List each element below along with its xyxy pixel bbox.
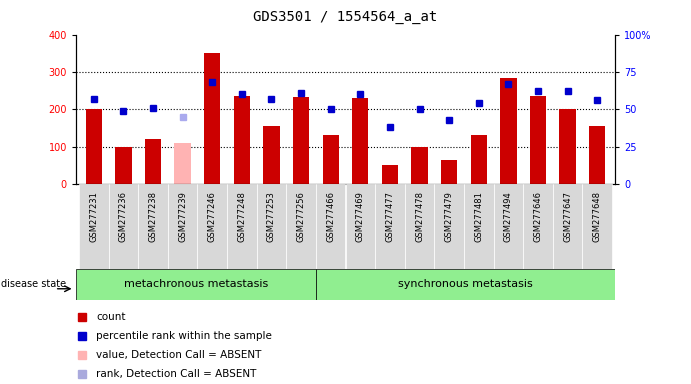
Bar	[145, 139, 161, 184]
Bar	[86, 109, 102, 184]
Text: GSM277481: GSM277481	[474, 191, 483, 242]
Bar	[286, 184, 316, 269]
Bar	[204, 53, 220, 184]
Bar	[530, 96, 546, 184]
Text: GSM277478: GSM277478	[415, 191, 424, 242]
Bar	[381, 165, 398, 184]
Text: GSM277646: GSM277646	[533, 191, 542, 242]
Bar	[583, 184, 612, 269]
Text: percentile rank within the sample: percentile rank within the sample	[97, 331, 272, 341]
Text: GSM277238: GSM277238	[149, 191, 158, 242]
Text: GSM277246: GSM277246	[208, 191, 217, 242]
Bar	[441, 160, 457, 184]
Bar	[198, 184, 227, 269]
Text: count: count	[97, 312, 126, 322]
Text: GSM277477: GSM277477	[386, 191, 395, 242]
Bar	[293, 98, 309, 184]
Bar	[553, 184, 583, 269]
Bar	[234, 96, 250, 184]
Text: GSM277648: GSM277648	[593, 191, 602, 242]
Bar	[523, 184, 553, 269]
Bar	[227, 184, 256, 269]
Text: GSM277479: GSM277479	[444, 191, 454, 242]
Text: GSM277248: GSM277248	[237, 191, 247, 242]
Bar	[493, 184, 523, 269]
Bar	[316, 184, 346, 269]
Bar	[174, 143, 191, 184]
Bar	[435, 184, 464, 269]
Text: GSM277466: GSM277466	[326, 191, 335, 242]
Bar	[263, 126, 280, 184]
Bar	[316, 269, 615, 300]
Bar	[352, 98, 368, 184]
Bar	[256, 184, 286, 269]
Bar	[411, 147, 428, 184]
Bar	[375, 184, 405, 269]
Text: metachronous metastasis: metachronous metastasis	[124, 279, 268, 289]
Text: GSM277256: GSM277256	[296, 191, 305, 242]
Bar	[108, 184, 138, 269]
Bar	[115, 147, 131, 184]
Text: rank, Detection Call = ABSENT: rank, Detection Call = ABSENT	[97, 369, 257, 379]
Bar	[138, 184, 168, 269]
Bar	[471, 135, 487, 184]
Bar	[500, 78, 516, 184]
Text: GSM277236: GSM277236	[119, 191, 128, 242]
Text: value, Detection Call = ABSENT: value, Detection Call = ABSENT	[97, 350, 262, 360]
Bar	[589, 126, 605, 184]
Text: synchronous metastasis: synchronous metastasis	[398, 279, 533, 289]
Text: disease state: disease state	[1, 279, 66, 289]
Bar	[79, 184, 108, 269]
Bar	[76, 269, 316, 300]
Bar	[464, 184, 493, 269]
Text: GSM277239: GSM277239	[178, 191, 187, 242]
Text: GSM277469: GSM277469	[356, 191, 365, 242]
Text: GDS3501 / 1554564_a_at: GDS3501 / 1554564_a_at	[254, 10, 437, 23]
Text: GSM277253: GSM277253	[267, 191, 276, 242]
Bar	[405, 184, 435, 269]
Bar	[323, 135, 339, 184]
Text: GSM277647: GSM277647	[563, 191, 572, 242]
Text: GSM277231: GSM277231	[89, 191, 98, 242]
Bar	[560, 109, 576, 184]
Bar	[346, 184, 375, 269]
Bar	[168, 184, 198, 269]
Text: GSM277494: GSM277494	[504, 191, 513, 242]
